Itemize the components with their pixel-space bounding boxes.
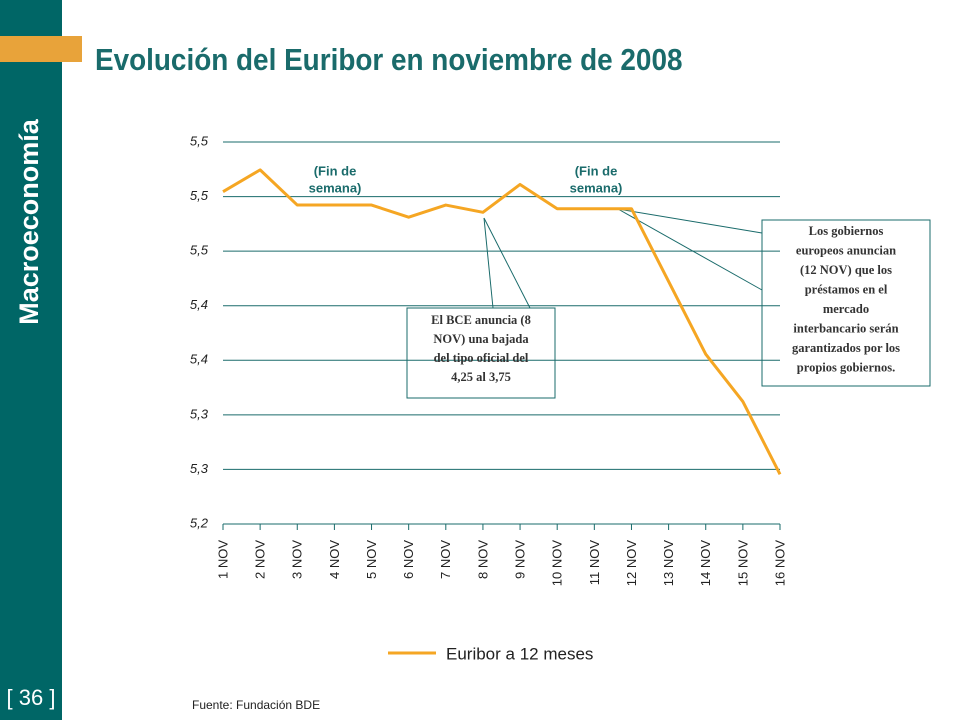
x-tick-label: 15 NOV [735, 540, 750, 587]
x-tick-label: 9 NOV [513, 540, 528, 579]
annotation-line: garantizados por los [792, 341, 900, 355]
x-tick-label: 12 NOV [624, 540, 639, 587]
annotation-line: semana) [309, 180, 362, 195]
annotation-line: Los gobiernos [809, 224, 884, 238]
x-tick-label: 16 NOV [772, 540, 787, 587]
annotation-line: 4,25 al 3,75 [451, 370, 511, 384]
x-tick-label: 13 NOV [661, 540, 676, 587]
annotation-line: del tipo oficial del [434, 351, 529, 365]
y-tick-label: 5,3 [190, 406, 209, 421]
annotation-line: NOV) una bajada [433, 332, 529, 346]
annotation-line: europeos anuncian [796, 243, 896, 257]
y-tick-label: 5,2 [190, 515, 209, 530]
annotation-line: El BCE anuncia (8 [431, 313, 531, 327]
callout-box [406, 307, 556, 399]
sidebar [0, 0, 62, 720]
accent-bar [0, 36, 82, 62]
annotation-line: (Fin de [575, 163, 618, 178]
x-tick-label: 7 NOV [438, 540, 453, 579]
callout-line [483, 217, 531, 309]
annotation-line: préstamos en el [805, 282, 888, 296]
series-line [222, 168, 782, 475]
legend-label: Euribor a 12 meses [446, 644, 593, 663]
annotation-line: propios gobiernos. [797, 360, 895, 374]
x-tick-label: 11 NOV [587, 540, 602, 586]
chart-title: Evolución del Euribor en noviembre de 20… [95, 43, 683, 78]
y-tick-label: 5,5 [190, 133, 209, 148]
x-tick-label: 3 NOV [290, 540, 305, 579]
y-tick-label: 5,5 [190, 188, 209, 203]
x-tick-label: 14 NOV [698, 540, 713, 587]
callout-line [483, 217, 494, 309]
y-tick-label: 5,4 [190, 352, 208, 367]
annotation-line: (Fin de [314, 163, 357, 178]
sidebar-label: Macroeconomía [14, 118, 44, 325]
y-tick-label: 5,4 [190, 297, 208, 312]
x-tick-label: 1 NOV [215, 540, 230, 579]
annotation-line: (12 NOV) que los [800, 263, 892, 277]
x-tick-label: 10 NOV [550, 540, 565, 587]
x-tick-label: 6 NOV [401, 540, 416, 579]
annotation-line: semana) [570, 180, 623, 195]
annotation-line: interbancario serán [793, 321, 898, 335]
y-tick-label: 5,5 [190, 243, 209, 258]
x-tick-label: 2 NOV [253, 540, 268, 579]
callout-line [617, 208, 763, 234]
x-tick-label: 5 NOV [364, 540, 379, 579]
source: Fuente: Fundación BDE [192, 698, 320, 712]
callout-lines [483, 208, 763, 309]
y-tick-label: 5,3 [190, 461, 209, 476]
x-tick-label: 4 NOV [327, 540, 342, 579]
page-number: [ 36 ] [7, 685, 56, 710]
annotation-line: mercado [823, 302, 869, 316]
x-tick-label: 8 NOV [475, 540, 490, 579]
callout-box [761, 219, 931, 387]
callout-line [617, 208, 763, 291]
